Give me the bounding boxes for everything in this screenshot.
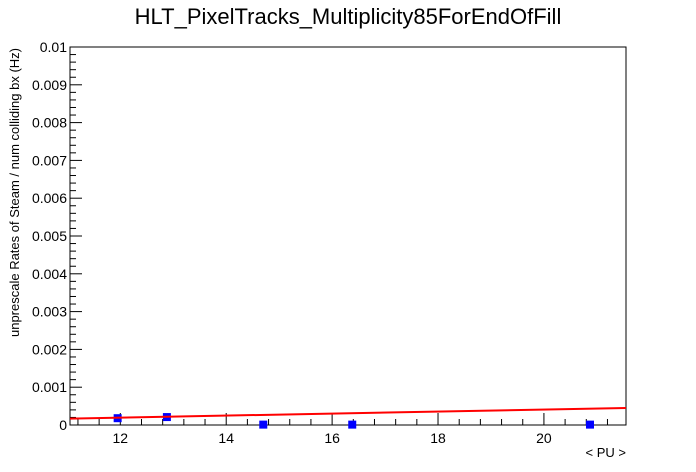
y-tick-label: 0.001 (32, 379, 67, 395)
x-tick-label: 14 (218, 430, 234, 446)
y-tick-label: 0.006 (32, 190, 67, 206)
x-tick-label: 16 (324, 430, 340, 446)
y-axis: 0 0.001 0.002 0.003 0.004 0.005 0.006 0.007 0.00… (32, 39, 82, 433)
y-tick-label: 0.005 (32, 228, 67, 244)
data-point (348, 420, 357, 429)
x-axis-title: < PU > (586, 445, 626, 460)
x-axis: 12 14 16 18 20 (77, 413, 608, 446)
data-point (585, 420, 594, 429)
y-tick-label: 0.003 (32, 304, 67, 320)
y-tick-label: 0.002 (32, 341, 67, 357)
x-tick-label: 18 (430, 430, 446, 446)
y-tick-label: 0.009 (32, 77, 67, 93)
y-tick-label: 0.007 (32, 152, 67, 168)
y-tick-label: 0.008 (32, 115, 67, 131)
x-tick-label: 20 (536, 430, 552, 446)
series-layer (69, 406, 627, 429)
data-point (259, 420, 268, 429)
fit-line (69, 406, 627, 420)
y-axis-title: unprescale Rates of Steam / num collidin… (7, 48, 22, 337)
chart-title: HLT_PixelTracks_Multiplicity85ForEndOfFi… (135, 4, 562, 29)
y-tick-label: 0.01 (40, 39, 67, 55)
y-tick-label: 0.004 (32, 266, 67, 282)
y-tick-label: 0 (59, 417, 67, 433)
x-tick-label: 12 (113, 430, 129, 446)
